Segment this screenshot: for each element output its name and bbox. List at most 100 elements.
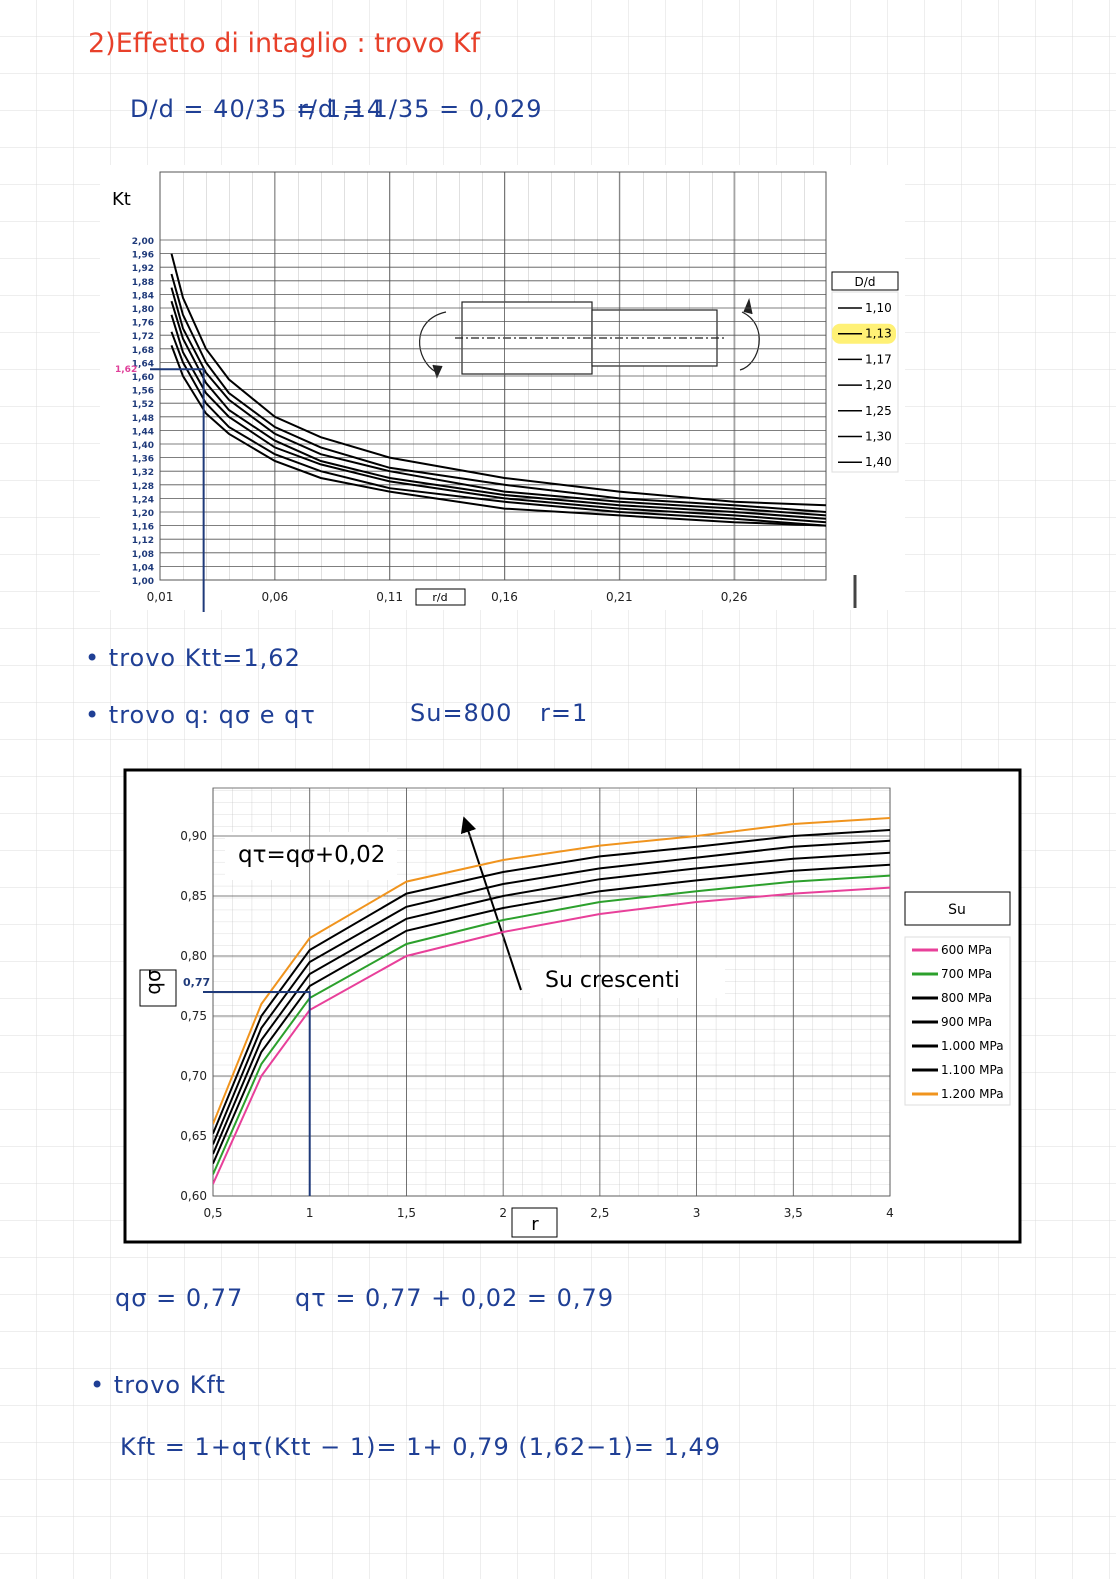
note: Kft = 1+qτ(Ktt − 1)= 1+ 0,79 (1,62−1)= 1… bbox=[120, 1433, 721, 1461]
y-tick-label: 1,88 bbox=[132, 278, 154, 288]
x-tick-label: 2 bbox=[499, 1206, 507, 1220]
legend-label: 1,10 bbox=[865, 301, 892, 315]
y-tick-label: 1,12 bbox=[132, 536, 154, 546]
legend-label: 1,20 bbox=[865, 378, 892, 392]
y-axis-label: Kt bbox=[112, 189, 131, 210]
curve bbox=[170, 300, 826, 520]
y-axis-label: qσ bbox=[141, 969, 165, 995]
heading: 2)Effetto di intaglio : trovo Kf bbox=[88, 28, 482, 59]
chart-note: qτ=qσ+0,02 bbox=[238, 842, 385, 868]
y-tick-label: 1,32 bbox=[132, 468, 154, 478]
ratio: r/d = 1/35 = 0,029 bbox=[298, 95, 543, 123]
x-tick-label: 4 bbox=[886, 1206, 894, 1220]
curve bbox=[170, 253, 826, 507]
note: r=1 bbox=[540, 699, 588, 727]
curve bbox=[213, 874, 890, 1175]
y-tick-label: 1,64 bbox=[132, 359, 154, 369]
legend-label: 1,25 bbox=[865, 404, 892, 418]
note: • trovo Ktt=1,62 bbox=[85, 644, 301, 672]
y-tick-label: 1,52 bbox=[132, 400, 154, 410]
annotation-label: 0,77 bbox=[183, 976, 210, 989]
x-tick-label: 1,5 bbox=[397, 1206, 416, 1220]
curve bbox=[170, 287, 826, 517]
legend-title-box bbox=[831, 271, 899, 291]
legend-box bbox=[831, 291, 899, 473]
y-tick-label: 1,72 bbox=[132, 332, 154, 342]
series-group bbox=[213, 817, 890, 1185]
y-tick-label: 1,44 bbox=[132, 427, 154, 437]
shaft-diagram bbox=[419, 297, 760, 379]
y-tick-label: 0,70 bbox=[180, 1069, 207, 1083]
y-tick-label: 1,00 bbox=[132, 577, 154, 587]
legend-label: 600 MPa bbox=[941, 943, 992, 957]
y-tick-label: 1,68 bbox=[132, 346, 154, 356]
ratio: D/d = 40/35 = 1,14 bbox=[130, 95, 383, 123]
y-tick-label: 1,36 bbox=[132, 455, 154, 465]
legend-label: 1,13 bbox=[865, 327, 892, 341]
guide-line bbox=[203, 991, 311, 1196]
legend-title: Su bbox=[948, 902, 966, 918]
y-tick-label: 1,80 bbox=[132, 305, 154, 315]
curve bbox=[213, 886, 890, 1185]
x-tick-label: 3,5 bbox=[784, 1206, 803, 1220]
legend-label: 1.200 MPa bbox=[941, 1087, 1004, 1101]
y-tick-label: 1,96 bbox=[132, 251, 154, 261]
x-label-box bbox=[511, 1207, 558, 1238]
legend-highlight bbox=[832, 323, 896, 344]
curve bbox=[170, 314, 826, 524]
curve bbox=[213, 817, 890, 1125]
y-tick-label: 0,75 bbox=[180, 1009, 207, 1023]
y-tick-label: 1,16 bbox=[132, 523, 154, 533]
y-tick-label: 1,56 bbox=[132, 387, 154, 397]
legend-label: 1.100 MPa bbox=[941, 1063, 1004, 1077]
x-tick-label: 0,21 bbox=[606, 590, 633, 604]
x-tick-label: 0,5 bbox=[203, 1206, 222, 1220]
y-tick-label: 2,00 bbox=[132, 237, 154, 247]
note-box bbox=[225, 832, 397, 880]
y-tick-label: 1,60 bbox=[132, 373, 154, 383]
legend-label: 800 MPa bbox=[941, 991, 992, 1005]
y-tick-label: 0,85 bbox=[180, 889, 207, 903]
legend-label: 900 MPa bbox=[941, 1015, 992, 1029]
y-tick-label: 0,60 bbox=[180, 1189, 207, 1203]
curve bbox=[213, 829, 890, 1134]
y-tick-label: 1,20 bbox=[132, 509, 154, 519]
note: qσ = 0,77 bbox=[115, 1284, 243, 1312]
x-tick-label: 0,16 bbox=[491, 590, 518, 604]
curve bbox=[170, 331, 826, 527]
legend-title-box bbox=[904, 891, 1011, 926]
series-group bbox=[170, 253, 826, 527]
note-box bbox=[530, 958, 725, 998]
x-axis-label: r bbox=[531, 1214, 539, 1235]
legend-label: 1.000 MPa bbox=[941, 1039, 1004, 1053]
x-axis-label: r/d bbox=[432, 591, 447, 604]
curve bbox=[213, 863, 890, 1164]
x-tick-label: 3 bbox=[693, 1206, 701, 1220]
y-tick-label: 1,24 bbox=[132, 495, 154, 505]
y-tick-label: 0,65 bbox=[180, 1129, 207, 1143]
curve bbox=[213, 851, 890, 1155]
note: • trovo Kft bbox=[90, 1371, 226, 1399]
note: Su=800 bbox=[410, 699, 512, 727]
x-tick-label: 2,5 bbox=[590, 1206, 609, 1220]
note: qτ = 0,77 + 0,02 = 0,79 bbox=[295, 1284, 614, 1312]
x-label-box bbox=[415, 588, 466, 606]
legend-label: 1,30 bbox=[865, 430, 892, 444]
y-tick-label: 1,84 bbox=[132, 291, 154, 301]
note: • trovo q: qσ e qτ bbox=[85, 701, 316, 729]
x-tick-label: 0,06 bbox=[261, 590, 288, 604]
y-tick-label: 1,08 bbox=[132, 550, 154, 560]
legend-label: 700 MPa bbox=[941, 967, 992, 981]
y-label-box bbox=[139, 969, 177, 1007]
y-tick-label: 1,40 bbox=[132, 441, 154, 451]
trend-arrow bbox=[460, 816, 522, 991]
y-tick-label: 1,48 bbox=[132, 414, 154, 424]
legend-label: 1,40 bbox=[865, 455, 892, 469]
legend-title: D/d bbox=[855, 275, 876, 289]
x-tick-label: 0,01 bbox=[147, 590, 174, 604]
chart-note: Su crescenti bbox=[545, 968, 680, 993]
x-tick-label: 0,26 bbox=[721, 590, 748, 604]
y-tick-label: 1,28 bbox=[132, 482, 154, 492]
curve bbox=[170, 273, 826, 513]
